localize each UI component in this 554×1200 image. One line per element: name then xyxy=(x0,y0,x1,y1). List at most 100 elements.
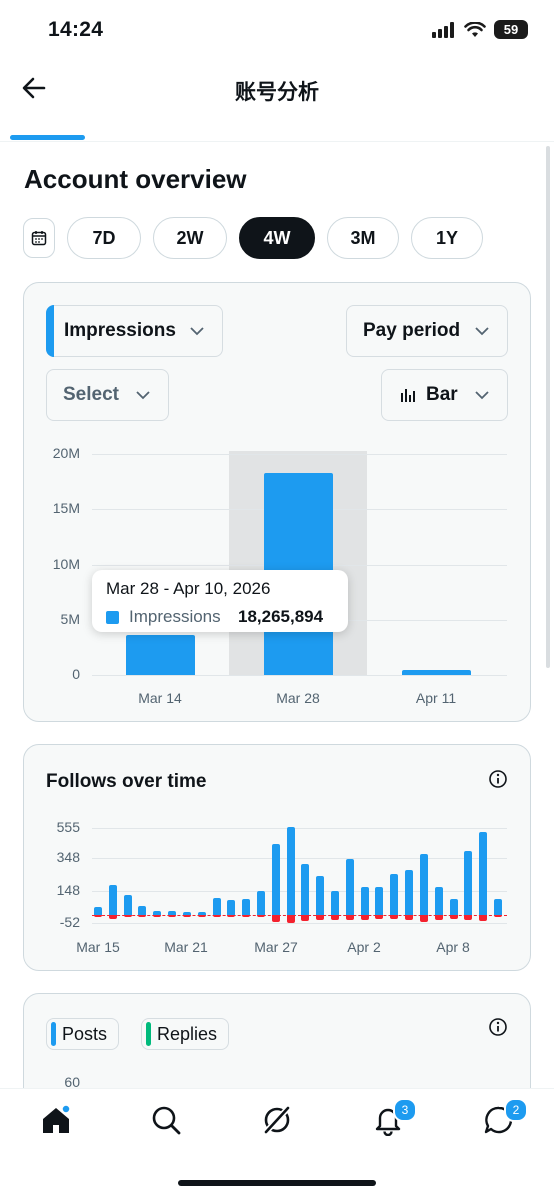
unfollows-bar xyxy=(168,915,177,917)
legend-replies-label: Replies xyxy=(157,1023,218,1044)
gridline xyxy=(92,828,507,829)
unfollows-bar xyxy=(390,915,399,919)
follows-title: Follows over time xyxy=(46,771,207,792)
follows-bar xyxy=(286,827,295,915)
unfollows-bar xyxy=(375,915,384,919)
legend-replies[interactable]: Replies xyxy=(141,1018,229,1050)
follows-bar xyxy=(182,911,191,915)
follows-bar xyxy=(271,844,280,915)
x-tick-label: Mar 14 xyxy=(138,690,182,706)
home-icon[interactable] xyxy=(40,1104,72,1136)
y-tick-label: 15M xyxy=(52,500,80,517)
follows-bar xyxy=(108,885,117,915)
bar-chart-icon xyxy=(401,389,415,402)
unfollows-bar xyxy=(182,915,191,917)
unfollows-bar xyxy=(108,915,117,919)
back-arrow-icon[interactable] xyxy=(20,74,48,102)
home-indicator xyxy=(178,1180,376,1186)
follows-bar xyxy=(479,831,488,915)
x-tick-label: Mar 15 xyxy=(76,939,120,955)
follows-bar xyxy=(345,858,354,915)
unfollows-bar xyxy=(271,915,280,923)
impressions-bar xyxy=(401,670,471,675)
signal-icon xyxy=(432,21,454,38)
range-selector: 7D 2W 4W 3M 1Y xyxy=(23,217,483,259)
gridline xyxy=(92,891,507,892)
follows-bar xyxy=(138,905,147,915)
period-dropdown[interactable]: Pay period xyxy=(346,305,508,357)
follows-bar xyxy=(197,912,206,915)
unfollows-bar xyxy=(405,915,414,920)
follows-bar xyxy=(390,874,399,915)
chevron-down-icon xyxy=(475,327,489,336)
chart-type-label: Bar xyxy=(426,384,458,405)
battery-icon: 59 xyxy=(494,20,528,39)
unfollows-bar xyxy=(479,915,488,922)
chevron-down-icon xyxy=(190,327,204,336)
y-tick-label: 0 xyxy=(72,666,80,682)
y-tick-label: 5M xyxy=(60,610,80,627)
scrollbar[interactable] xyxy=(546,146,550,668)
chevron-down-icon xyxy=(475,391,489,400)
info-icon[interactable] xyxy=(488,1017,508,1037)
status-icons: 59 xyxy=(432,20,528,39)
compare-dropdown[interactable]: Select xyxy=(46,369,169,421)
chart-type-dropdown[interactable]: Bar xyxy=(381,369,508,421)
gridline xyxy=(92,858,507,859)
unfollows-bar xyxy=(138,915,147,917)
gridline xyxy=(92,675,507,676)
gridline xyxy=(92,923,507,924)
unfollows-bar xyxy=(345,915,354,921)
notifications-bell-icon[interactable] xyxy=(372,1104,404,1136)
follows-bar xyxy=(256,891,265,915)
info-icon[interactable] xyxy=(488,769,508,789)
follows-bar xyxy=(331,891,340,915)
follows-bar xyxy=(464,850,473,915)
metric-dropdown-label: Impressions xyxy=(64,320,176,341)
range-3m[interactable]: 3M xyxy=(327,217,399,259)
unfollows-bar xyxy=(153,915,162,917)
compare-dropdown-label: Select xyxy=(63,384,119,405)
y-tick-label: 20M xyxy=(52,445,80,461)
y-tick-label: 10M xyxy=(52,555,80,572)
legend-posts-label: Posts xyxy=(62,1023,108,1044)
period-dropdown-label: Pay period xyxy=(363,320,461,341)
follows-bar xyxy=(449,899,458,915)
metric-dropdown[interactable]: Impressions xyxy=(46,305,223,357)
follows-bar xyxy=(405,869,414,915)
tooltip-value: 18,265,894 xyxy=(238,607,324,626)
x-tick-label: Apr 2 xyxy=(347,939,381,955)
unfollows-bar xyxy=(449,915,458,919)
unfollows-bar xyxy=(434,915,443,921)
chevron-down-icon xyxy=(136,391,150,400)
impressions-bar xyxy=(125,635,195,675)
unfollows-bar xyxy=(494,915,502,917)
notifications-badge: 3 xyxy=(393,1098,417,1122)
unfollows-bar xyxy=(227,915,236,917)
unfollows-bar xyxy=(286,915,295,923)
x-tick-label: Apr 8 xyxy=(436,939,470,955)
follows-bar xyxy=(375,886,384,915)
unfollows-bar xyxy=(256,915,265,918)
range-1y[interactable]: 1Y xyxy=(411,217,483,259)
unfollows-bar xyxy=(197,915,206,917)
legend-posts[interactable]: Posts xyxy=(46,1018,119,1050)
page-title: 账号分析 xyxy=(235,81,319,104)
unfollows-bar xyxy=(419,915,428,923)
follows-bar xyxy=(227,900,236,915)
follows-bar xyxy=(123,894,132,915)
grok-icon[interactable] xyxy=(261,1104,293,1136)
search-icon[interactable] xyxy=(150,1104,182,1136)
y-tick-label: -52 xyxy=(59,914,80,930)
metric-color-bar xyxy=(46,305,54,357)
zero-line xyxy=(92,915,507,916)
range-4w[interactable]: 4W xyxy=(239,217,315,259)
range-7d[interactable]: 7D xyxy=(67,217,141,259)
range-2w[interactable]: 2W xyxy=(153,217,227,259)
calendar-button[interactable] xyxy=(23,218,55,258)
tooltip-legend-swatch xyxy=(106,611,119,624)
follows-bar xyxy=(168,910,177,915)
calendar-icon xyxy=(31,231,47,246)
unfollows-bar xyxy=(94,915,102,917)
follows-bar xyxy=(212,897,221,915)
